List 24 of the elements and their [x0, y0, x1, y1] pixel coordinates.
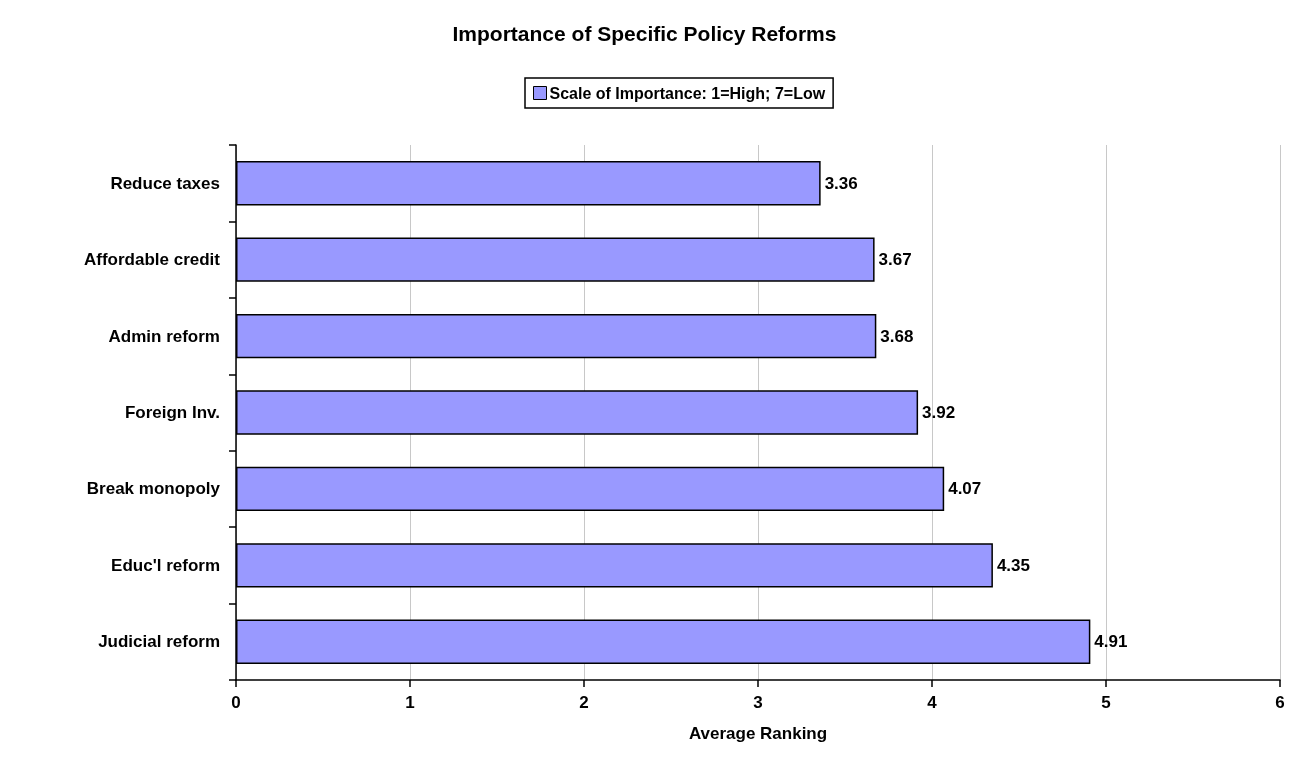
data-label: 4.91	[1094, 632, 1128, 652]
legend-label: Scale of Importance: 1=High; 7=Low	[549, 84, 826, 102]
y-tick-label: Break monopoly	[86, 479, 221, 499]
data-label: 3.68	[880, 326, 914, 346]
x-axis-title: Average Ranking	[688, 724, 828, 743]
y-tick-label: Reduce taxes	[110, 173, 220, 193]
x-tick-label: 3	[753, 693, 763, 712]
data-label: 4.07	[948, 479, 982, 499]
y-tick-label: Foreign Inv.	[124, 403, 220, 422]
x-tick-label: 4	[927, 693, 938, 712]
y-tick-label: Judicial reform	[98, 632, 220, 652]
chart-title: Importance of Specific Policy Reforms	[452, 22, 837, 45]
x-tick-label: 0	[231, 693, 241, 712]
y-tick-label: Affordable credit	[83, 250, 221, 270]
data-label: 3.67	[878, 250, 912, 270]
x-tick-label: 1	[405, 693, 415, 712]
y-tick-label: Educ'l reform	[111, 555, 220, 575]
x-tick-label: 2	[579, 693, 589, 712]
data-label: 3.92	[922, 403, 956, 422]
data-label: 4.35	[996, 555, 1030, 575]
x-tick-label: 5	[1101, 693, 1111, 712]
data-label: 3.36	[824, 173, 858, 193]
x-tick-label: 6	[1275, 693, 1285, 712]
y-tick-label: Admin reform	[108, 326, 220, 346]
